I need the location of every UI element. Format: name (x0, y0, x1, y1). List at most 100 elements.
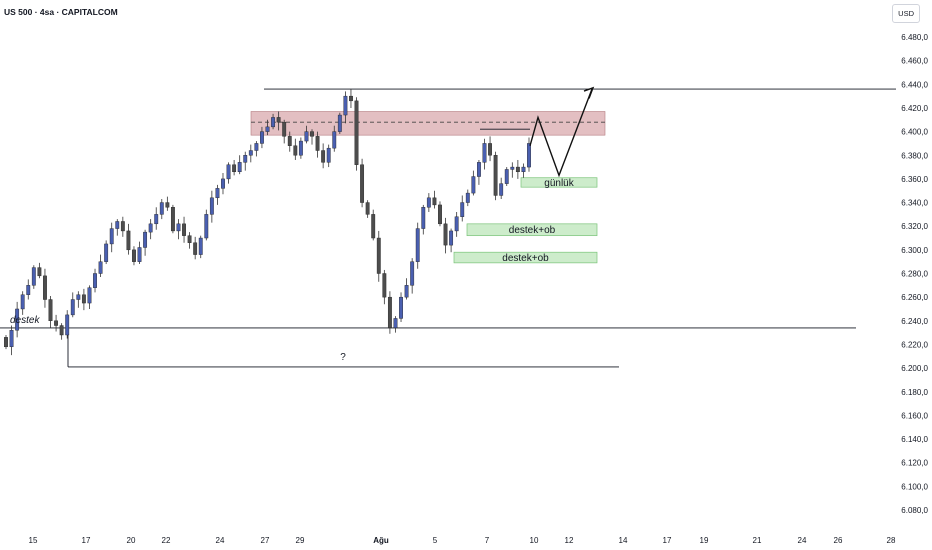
candle-body (298, 140, 303, 156)
candle-body (37, 267, 42, 277)
candle-body (143, 231, 148, 248)
candle-body (15, 308, 20, 331)
candle-body (215, 188, 220, 199)
y-tick-label: 6.080,0 (901, 506, 928, 515)
candle-body (232, 164, 237, 173)
x-tick-label: 21 (753, 536, 762, 545)
candle-body (248, 150, 253, 156)
y-tick-label: 6.220,0 (901, 340, 928, 349)
candle-body (477, 162, 481, 177)
candle-body (310, 131, 314, 137)
y-tick-label: 6.160,0 (901, 411, 928, 420)
y-tick-label: 6.380,0 (901, 151, 928, 160)
x-tick-label: 5 (433, 536, 438, 545)
x-tick-label: 17 (663, 536, 672, 545)
y-tick-label: 6.260,0 (901, 293, 928, 302)
candle-body (515, 166, 520, 173)
currency-button[interactable]: USD (892, 4, 920, 23)
candle-body (154, 214, 159, 225)
candle-body (454, 216, 459, 232)
candle-body (170, 207, 175, 232)
candle-body (165, 202, 170, 208)
x-tick-label: 29 (296, 536, 305, 545)
candle-body (465, 192, 470, 203)
candle-body (4, 337, 8, 348)
y-tick-label: 6.460,0 (901, 57, 928, 66)
y-tick-label: 6.340,0 (901, 199, 928, 208)
candle-body (482, 143, 487, 163)
question-mark: ? (340, 352, 346, 363)
candle-body (271, 117, 275, 128)
candle-body (449, 230, 454, 246)
candle-body (415, 228, 420, 262)
candle-body (93, 273, 97, 288)
x-tick-label: 24 (798, 536, 807, 545)
candle-body (438, 204, 442, 225)
candle-body (493, 155, 498, 196)
candle-body (354, 100, 359, 165)
candle-body (343, 95, 348, 116)
candle-body (382, 273, 387, 298)
support-zone-label: destek+ob (502, 253, 549, 264)
candle-body (243, 155, 248, 163)
support-zone (466, 223, 598, 237)
y-tick-label: 6.360,0 (901, 175, 928, 184)
x-tick-label: 14 (619, 536, 628, 545)
candle-body (48, 299, 53, 322)
candle-body (132, 249, 136, 262)
candle-body (360, 164, 365, 203)
candle-body (443, 223, 448, 246)
candle-body (265, 126, 270, 132)
candle-body (293, 145, 298, 156)
support-zone (520, 177, 598, 188)
y-tick-label: 6.180,0 (901, 388, 928, 397)
candle-body (70, 299, 75, 316)
candle-body (421, 207, 426, 229)
candle-body (87, 287, 92, 304)
candle-body (460, 202, 465, 217)
x-tick-label: 20 (127, 536, 136, 545)
candle-body (404, 285, 409, 298)
candle-body (187, 235, 192, 243)
candle-body (204, 214, 209, 239)
chart-title: US 500 · 4sa · CAPITALCOM (4, 7, 118, 17)
candle-body (393, 318, 398, 329)
candle-body (426, 197, 431, 208)
candle-body (488, 143, 492, 156)
x-tick-label: 27 (261, 536, 270, 545)
x-tick-label: Ağu (373, 536, 389, 545)
candle-body (221, 178, 225, 189)
candle-body (376, 237, 381, 274)
candle-body (254, 143, 259, 151)
destek-label: destek (10, 315, 40, 326)
projection-path (529, 88, 593, 178)
candle-body (120, 221, 125, 232)
candle-body (20, 294, 25, 310)
x-tick-label: 19 (700, 536, 709, 545)
candle-body (9, 330, 14, 348)
candle-body (371, 214, 376, 239)
y-tick-label: 6.400,0 (901, 128, 928, 137)
candle-body (499, 183, 504, 196)
candle-body (98, 261, 103, 274)
x-tick-label: 24 (216, 536, 225, 545)
resistance-zone (250, 111, 606, 136)
y-tick-label: 6.240,0 (901, 317, 928, 326)
y-tick-label: 6.100,0 (901, 482, 928, 491)
candle-body (287, 136, 292, 146)
candle-body (193, 242, 198, 255)
y-tick-label: 6.320,0 (901, 222, 928, 231)
x-tick-label: 26 (834, 536, 843, 545)
candle-body (349, 95, 353, 102)
candle-body (104, 243, 109, 262)
candle-body (159, 202, 164, 215)
candle-body (209, 197, 214, 215)
candle-body (43, 275, 47, 300)
candle-body (527, 143, 531, 168)
candle-body (510, 166, 515, 170)
x-tick-label: 28 (887, 536, 896, 545)
candle-body (26, 285, 31, 295)
candle-body (387, 296, 392, 329)
candle-body (276, 117, 281, 123)
